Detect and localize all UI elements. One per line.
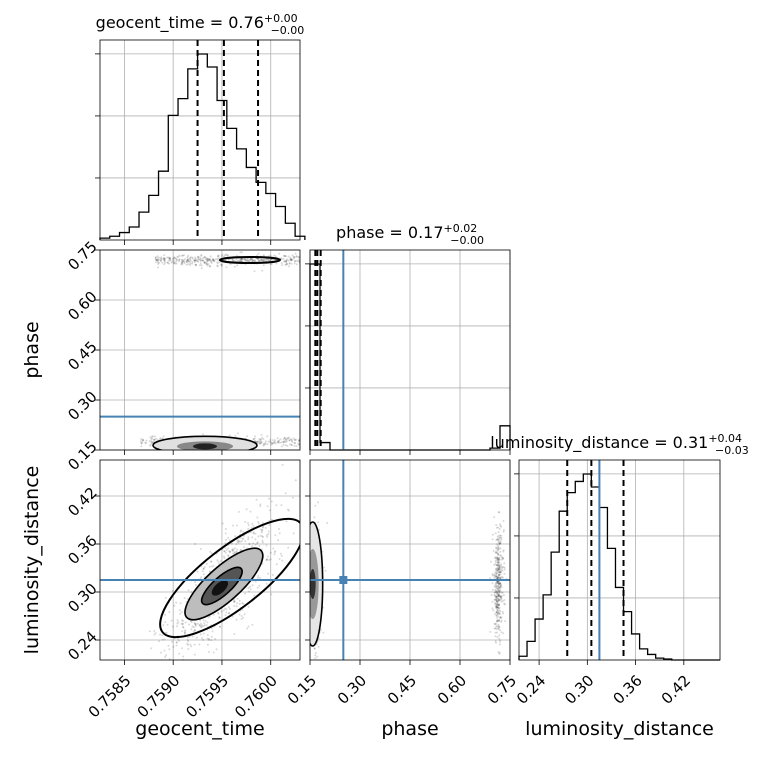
panel-geocent_time-vs-luminosity_distance <box>95 459 301 665</box>
title-geocent_time: geocent_time = 0.76+0.00 −0.00 <box>96 12 305 37</box>
truth-marker <box>339 576 348 584</box>
title-luminosity_distance: luminosity_distance = 0.31+0.04 −0.03 <box>490 432 749 457</box>
y-axis-label-luminosity_distance: luminosity_distance <box>21 466 43 655</box>
panel-phase-vs-luminosity_distance <box>305 459 511 665</box>
y-tick-label-phase-1: 0.30 <box>64 388 100 424</box>
y-tick-label-phase-0: 0.15 <box>64 438 100 474</box>
x-axis-label-geocent_time: geocent_time <box>135 718 264 740</box>
y-axis-label-phase: phase <box>21 321 43 378</box>
x-tick-label-phase-3: 0.60 <box>434 672 470 708</box>
hist-panel-phase: phase = 0.17+0.02 −0.00 <box>305 222 511 455</box>
y-tick-label-luminosity_distance-1: 0.30 <box>64 580 100 616</box>
x-tick-label-phase-4: 0.75 <box>484 672 520 708</box>
x-tick-label-luminosity_distance-3: 0.42 <box>658 672 694 708</box>
x-tick-label-geocent_time-1: 0.7590 <box>134 672 184 722</box>
x-tick-label-luminosity_distance-2: 0.36 <box>609 672 645 708</box>
y-tick-label-luminosity_distance-0: 0.24 <box>64 628 100 664</box>
x-tick-label-luminosity_distance-1: 0.30 <box>561 672 597 708</box>
x-tick-label-phase-2: 0.45 <box>384 672 420 708</box>
x-tick-label-geocent_time-0: 0.7585 <box>85 672 135 722</box>
x-tick-label-phase-1: 0.30 <box>334 672 370 708</box>
hist-panel-luminosity_distance: luminosity_distance = 0.31+0.04 −0.03 <box>490 432 749 665</box>
y-tick-label-phase-3: 0.60 <box>64 288 100 324</box>
x-tick-label-phase-0: 0.15 <box>284 672 320 708</box>
panel-geocent_time-vs-phase <box>95 249 301 455</box>
x-tick-label-luminosity_distance-0: 0.24 <box>513 672 549 708</box>
x-tick-label-geocent_time-2: 0.7595 <box>182 672 232 722</box>
hist-panel-geocent_time: geocent_time = 0.76+0.00 −0.00 <box>95 12 306 245</box>
x-axis-label-luminosity_distance: luminosity_distance <box>525 718 714 740</box>
x-tick-label-geocent_time-3: 0.7600 <box>231 672 281 722</box>
histogram-luminosity_distance <box>518 473 720 661</box>
title-phase: phase = 0.17+0.02 −0.00 <box>336 222 484 247</box>
histogram-geocent_time <box>99 53 306 240</box>
y-tick-label-luminosity_distance-3: 0.42 <box>64 484 100 520</box>
x-axis-label-phase: phase <box>381 718 438 740</box>
y-tick-label-phase-2: 0.45 <box>64 338 100 374</box>
y-tick-label-phase-4: 0.75 <box>64 238 100 274</box>
y-tick-label-luminosity_distance-2: 0.36 <box>64 532 100 568</box>
